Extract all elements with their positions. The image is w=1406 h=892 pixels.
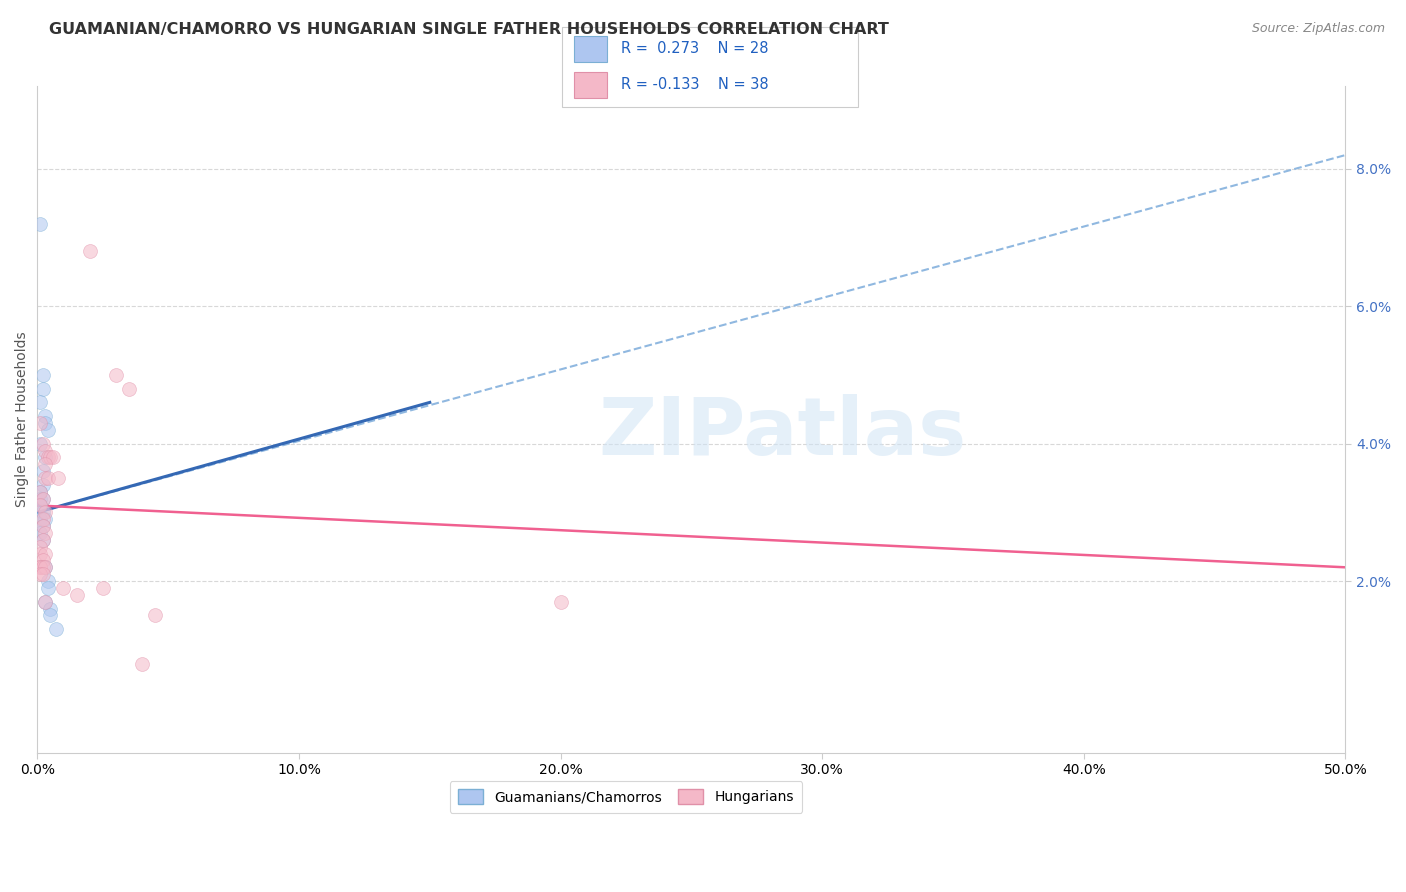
FancyBboxPatch shape xyxy=(562,27,858,107)
Point xyxy=(31,533,53,547)
Point xyxy=(118,382,141,396)
Point xyxy=(37,574,59,588)
Point xyxy=(31,512,53,526)
Point xyxy=(34,512,56,526)
Point xyxy=(34,443,56,458)
Point xyxy=(45,622,67,636)
Point xyxy=(28,512,51,526)
Point xyxy=(34,547,56,561)
Point xyxy=(34,560,56,574)
Point xyxy=(65,588,87,602)
Point xyxy=(28,540,51,554)
Point xyxy=(28,525,51,540)
Point xyxy=(28,499,51,513)
Point xyxy=(34,457,56,471)
Point xyxy=(28,567,51,582)
Point xyxy=(34,471,56,485)
Point xyxy=(46,471,69,485)
Point xyxy=(143,608,166,623)
Point xyxy=(28,499,51,513)
Point xyxy=(91,581,114,595)
Point xyxy=(37,423,59,437)
Point xyxy=(79,244,101,259)
Point xyxy=(28,484,51,499)
Point xyxy=(42,450,65,465)
Point xyxy=(34,450,56,465)
Point xyxy=(31,567,53,582)
Point xyxy=(31,519,53,533)
Point xyxy=(39,608,62,623)
Text: R =  0.273    N = 28: R = 0.273 N = 28 xyxy=(621,41,769,56)
Point xyxy=(31,382,53,396)
Point xyxy=(31,491,53,506)
Point xyxy=(28,491,51,506)
Point xyxy=(28,547,51,561)
Point xyxy=(34,595,56,609)
Point xyxy=(28,395,51,409)
Point xyxy=(28,484,51,499)
Point xyxy=(34,505,56,519)
Point xyxy=(31,519,53,533)
Point xyxy=(28,560,51,574)
Point xyxy=(31,553,53,567)
Point xyxy=(28,416,51,430)
Point xyxy=(31,368,53,382)
Point xyxy=(31,478,53,492)
Point xyxy=(34,416,56,430)
Point xyxy=(31,464,53,478)
Text: GUAMANIAN/CHAMORRO VS HUNGARIAN SINGLE FATHER HOUSEHOLDS CORRELATION CHART: GUAMANIAN/CHAMORRO VS HUNGARIAN SINGLE F… xyxy=(49,22,889,37)
Text: ZIPatlas: ZIPatlas xyxy=(599,394,967,472)
Y-axis label: Single Father Households: Single Father Households xyxy=(15,332,30,508)
Point xyxy=(52,581,75,595)
Text: Source: ZipAtlas.com: Source: ZipAtlas.com xyxy=(1251,22,1385,36)
Point xyxy=(131,657,153,671)
Point xyxy=(34,560,56,574)
Point xyxy=(28,217,51,231)
Point xyxy=(37,450,59,465)
FancyBboxPatch shape xyxy=(574,36,607,62)
FancyBboxPatch shape xyxy=(574,71,607,98)
Text: R = -0.133    N = 38: R = -0.133 N = 38 xyxy=(621,78,769,93)
Point xyxy=(28,436,51,450)
Point xyxy=(31,436,53,450)
Point xyxy=(31,533,53,547)
Point xyxy=(104,368,127,382)
Point xyxy=(39,450,62,465)
Point xyxy=(34,595,56,609)
Point xyxy=(31,491,53,506)
Point xyxy=(37,471,59,485)
Point xyxy=(39,601,62,615)
Point xyxy=(31,560,53,574)
Point xyxy=(34,409,56,424)
Point xyxy=(34,525,56,540)
Point xyxy=(550,595,572,609)
Point xyxy=(37,581,59,595)
Legend: Guamanians/Chamorros, Hungarians: Guamanians/Chamorros, Hungarians xyxy=(450,781,803,813)
Point xyxy=(28,560,51,574)
Point xyxy=(31,505,53,519)
